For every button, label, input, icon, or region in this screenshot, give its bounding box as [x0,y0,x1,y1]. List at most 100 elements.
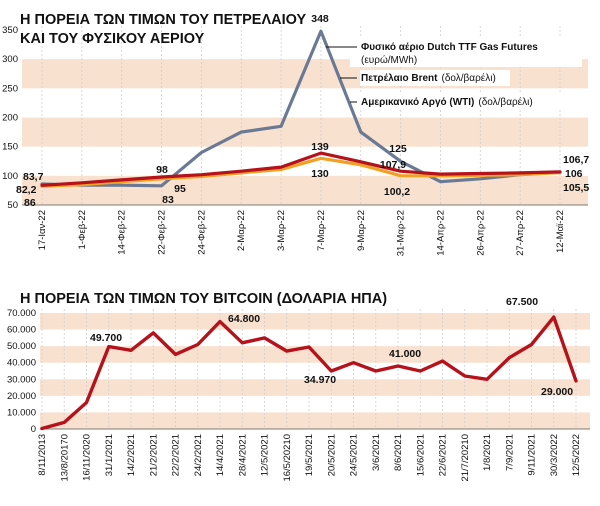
bitcoin-point-0-24 [575,380,577,382]
oil-gas-band-2 [22,117,588,147]
legend-bg-brent [360,70,510,86]
oil-gas-point-2-13 [559,171,561,173]
label-btc-64800: 64.800 [228,313,260,325]
bitcoin-x-tick-20: 1/8/2021 [482,434,493,471]
oil-gas-title-line-2: ΚΑΙ ΤΟΥ ΦΥΣΙΚΟΥ ΑΕΡΙΟΥ [20,31,205,47]
legend-bg-wti [360,94,580,110]
bitcoin-y-tick-5: 50.000 [7,341,36,352]
bitcoin-x-tick-21: 7/9/2021 [504,434,515,471]
bitcoin-point-0-23 [553,316,555,318]
label-btc-49700: 49.700 [90,332,122,344]
oil-gas-legend: Φυσικό αέριο Dutch TTF Gas Futures (ευρώ… [326,37,582,110]
bitcoin-x-tick-17: 15/6/2021 [415,434,426,476]
oil-gas-data-labels: 348 139 130 125 107,9 100,2 98 95 83 83,… [16,13,589,209]
bitcoin-x-tick-0: 8/11/2013 [37,434,48,476]
oil-gas-y-tick-1: 100 [2,171,18,182]
oil-gas-x-ticks: 17-Ιαν-22 1-Φεβ-22 14-Φεβ-22 22-Φεβ-22 24-Φε… [37,210,566,256]
oil-gas-point-1-8 [360,164,362,166]
legend-wti-name: Αμερικανικό Αργό (WTI) [361,97,474,108]
bitcoin-x-tick-24: 12/5/2022 [571,434,582,476]
bitcoin-y-ticks: 0 10.000 20.000 30.000 40.000 50.000 60.000 70.… [7,308,36,435]
bitcoin-point-0-4 [130,349,132,351]
oil-gas-series-lines [40,29,562,188]
oil-gas-point-2-3 [160,176,163,178]
label-wti-31mar: 100,2 [384,186,410,198]
oil-gas-x-tick-11: 26-Απρ-22 [475,210,486,256]
bitcoin-point-0-8 [219,321,221,323]
label-brent-start: 83,7 [23,171,44,183]
legend-brent-label: Πετρέλαιο Brent (δολ/βαρέλι) [361,72,496,84]
oil-gas-point-0-9 [400,160,402,162]
bitcoin-x-tick-9: 28/4/2021 [237,434,248,476]
label-gas-peak: 348 [311,13,329,25]
oil-gas-point-0-11 [479,178,481,180]
label-wti-end: 105,5 [563,182,589,194]
bitcoin-y-tick-3: 30.000 [7,374,36,385]
bitcoin-x-tick-5: 21/2/2021 [148,434,159,476]
bitcoin-x-ticks: 8/11/2013 13/8/20170 16/11/2020 31/1/2021 14… [37,434,582,482]
oil-gas-point-1-6 [280,168,282,171]
oil-gas-point-2-0 [41,184,43,186]
oil-gas-y-tick-6: 350 [2,25,18,36]
bitcoin-y-tick-7: 70.000 [7,308,36,319]
label-gas-end: 106 [565,168,583,180]
oil-gas-point-2-9 [400,170,402,172]
oil-gas-point-1-9 [400,175,402,177]
bitcoin-x-tick-1: 13/8/20170 [59,434,70,482]
oil-gas-x-tick-2: 14-Φεβ-22 [117,210,128,255]
bitcoin-point-0-21 [508,357,510,359]
bitcoin-x-tick-2: 16/11/2020 [82,434,93,481]
oil-gas-x-tick-9: 31-Μαρ-22 [396,210,407,256]
oil-gas-point-2-4 [200,174,202,176]
label-btc-34970: 34.970 [304,374,336,386]
oil-gas-series-line-1 [40,156,562,188]
oil-gas-point-2-10 [439,173,442,175]
oil-gas-point-2-12 [519,172,521,174]
bitcoin-band-6 [40,313,590,330]
oil-gas-x-tick-5: 2-Μαρ-22 [236,210,247,251]
label-btc-67500: 67.500 [506,296,538,308]
label-brent-31mar: 107,9 [380,159,406,171]
oil-gas-point-2-7 [320,152,322,154]
bitcoin-y-tick-2: 20.000 [7,391,36,402]
label-btc-29000: 29.000 [541,386,573,398]
oil-gas-chart-title: Η ΠΟΡΕΙΑ ΤΩΝ ΤΙΜΩΝ ΤΟΥ ΠΕΤΡΕΛΑΙΟΥ ΚΑΙ ΤΟ… [20,12,306,47]
bitcoin-x-tick-22: 9/11/2021 [527,434,538,476]
label-gas-22feb: 83 [162,194,174,206]
oil-gas-x-tick-10: 14-Απρ-22 [435,210,446,256]
oil-gas-point-0-2 [121,184,123,186]
bitcoin-point-0-3 [108,346,110,348]
bitcoin-y-tick-6: 60.000 [7,325,36,336]
oil-gas-point-2-5 [240,170,242,172]
bitcoin-point-0-13 [330,370,332,372]
bitcoin-point-0-5 [152,332,154,334]
oil-gas-x-tick-7: 7-Μαρ-22 [316,210,327,251]
label-btc-41000: 41.000 [389,348,421,360]
bitcoin-x-tick-16: 8/6/2021 [393,434,404,471]
bitcoin-x-tick-4: 14/2/2021 [126,434,137,476]
bitcoin-x-tick-10: 12/5/2021 [260,434,271,476]
oil-gas-y-tick-4: 250 [2,83,18,94]
bitcoin-x-gridlines [40,309,590,430]
bitcoin-x-tick-15: 3/6/2021 [371,434,382,471]
oil-gas-x-tick-1: 1-Φεβ-22 [77,210,88,249]
oil-gas-point-0-7 [320,30,322,32]
oil-gas-point-2-2 [121,179,123,181]
oil-gas-point-0-3 [160,185,163,187]
bitcoin-point-0-22 [530,343,533,346]
oil-gas-point-0-4 [200,151,202,154]
bitcoin-x-tick-19: 21/7/20210 [460,434,471,482]
oil-gas-point-2-8 [360,161,362,163]
oil-gas-x-tick-8: 9-Μαρ-22 [356,210,367,251]
label-brent-22feb: 98 [156,164,168,176]
bitcoin-series-line [40,315,578,431]
bitcoin-band-2 [40,379,590,396]
oil-gas-y-tick-2: 150 [2,142,18,153]
oil-gas-y-tick-3: 200 [2,113,18,124]
oil-gas-series-line-0 [40,29,562,188]
bitcoin-point-0-11 [286,350,288,352]
bitcoin-point-0-12 [308,346,310,348]
legend-brent-name: Πετρέλαιο Brent [361,73,438,84]
bitcoin-x-tick-8: 14/4/2021 [215,434,226,476]
